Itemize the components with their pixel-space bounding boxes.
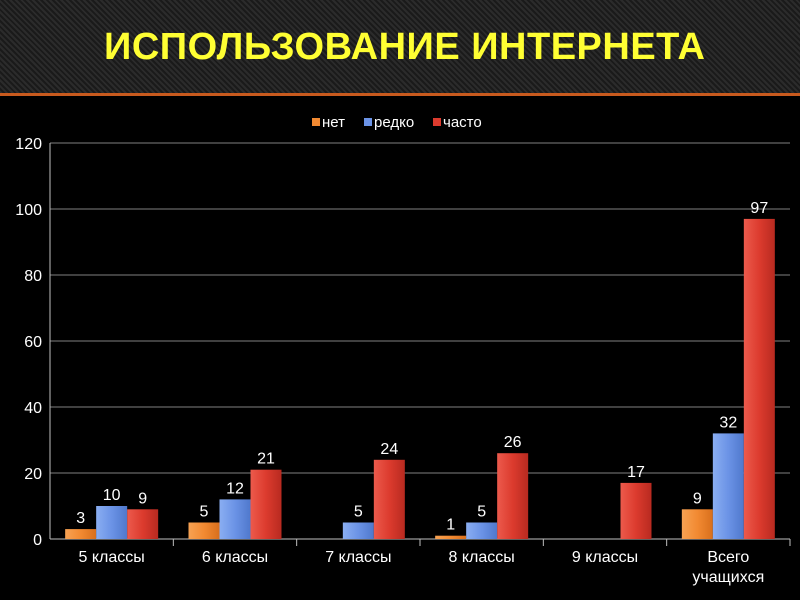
y-tick-label: 80 <box>24 268 42 285</box>
title-divider <box>0 93 800 96</box>
data-label: 17 <box>627 464 645 481</box>
y-tick-label: 60 <box>24 334 42 351</box>
data-label: 12 <box>226 480 244 497</box>
data-label: 21 <box>257 451 275 468</box>
legend-swatch <box>364 118 372 126</box>
data-label: 24 <box>380 441 398 458</box>
bar-часто <box>497 453 529 539</box>
bar-нет <box>681 509 713 539</box>
y-tick-label: 40 <box>24 400 42 417</box>
bar-редко <box>96 506 128 539</box>
page-title: ИСПОЛЬЗОВАНИЕ ИНТЕРНЕТА <box>104 26 706 68</box>
bar-нет <box>188 522 220 539</box>
y-tick-label: 120 <box>15 136 42 153</box>
bar-нет <box>65 529 97 539</box>
data-label: 97 <box>750 200 768 217</box>
data-label: 5 <box>477 504 486 521</box>
bar-chart: 0 20 40 60 80 100 120 5 классы 6 классы 7 классы 8… <box>15 114 791 586</box>
data-label: 1 <box>446 517 455 534</box>
data-label: 5 <box>354 504 363 521</box>
x-tick-label: 9 классы <box>572 549 638 566</box>
bar-часто <box>743 218 775 539</box>
legend-swatch <box>312 118 320 126</box>
y-tick-label: 100 <box>15 202 42 219</box>
bar-часто <box>250 469 282 539</box>
data-label: 32 <box>719 414 737 431</box>
data-label: 26 <box>504 434 522 451</box>
y-tick-label: 20 <box>24 466 42 483</box>
bar-редко <box>342 522 374 539</box>
x-tick-label: учащихся <box>692 569 764 586</box>
x-tick-label: 5 классы <box>79 549 145 566</box>
legend-swatch <box>433 118 441 126</box>
bar-редко <box>712 433 744 539</box>
data-label: 3 <box>76 510 85 527</box>
data-label: 10 <box>103 487 121 504</box>
legend-label: часто <box>443 114 482 131</box>
x-tick-label: 8 классы <box>449 549 515 566</box>
bar-редко <box>219 499 251 539</box>
data-label: 5 <box>200 504 209 521</box>
x-tick-label: 7 классы <box>325 549 391 566</box>
data-label: 9 <box>693 490 702 507</box>
y-tick-label: 0 <box>33 532 42 549</box>
x-tick-label: 6 классы <box>202 549 268 566</box>
bar-часто <box>127 509 159 539</box>
legend-label: нет <box>322 114 345 131</box>
bar-нет <box>435 535 467 539</box>
legend-label: редко <box>374 114 414 131</box>
data-label: 9 <box>138 490 147 507</box>
title-banner <box>0 0 800 93</box>
bar-редко <box>466 522 498 539</box>
bar-часто <box>373 459 405 539</box>
bar-часто <box>620 482 652 539</box>
x-tick-label: Всего <box>707 549 749 566</box>
